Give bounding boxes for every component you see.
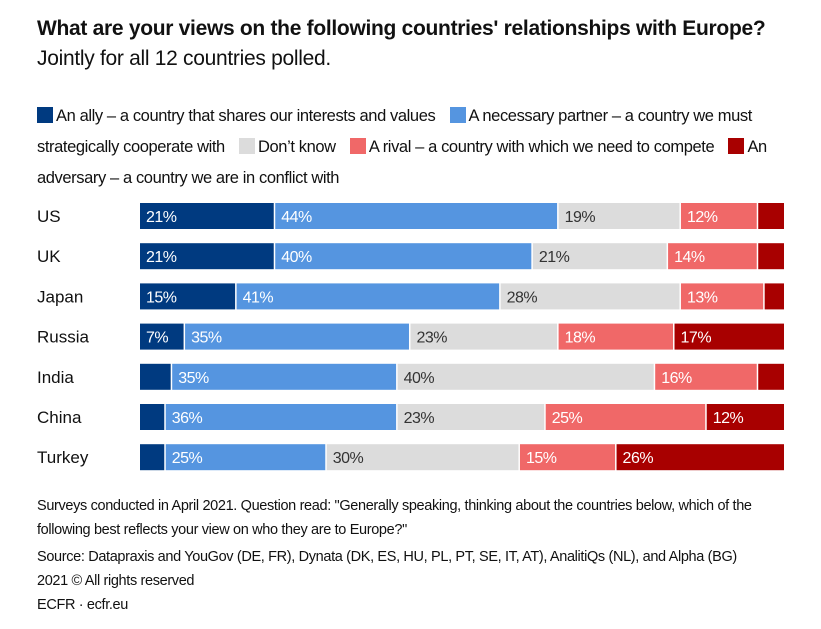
bar-china-partner	[165, 404, 397, 430]
legend-item-rival: A rival – a country with which we need t…	[349, 138, 715, 156]
bar-us-dont-know	[558, 203, 680, 229]
data-label-russia-rival: 18%	[565, 330, 596, 347]
bar-china-dont-know	[397, 404, 545, 430]
data-label-uk-rival: 14%	[674, 249, 705, 266]
data-label-japan-ally: 15%	[146, 289, 177, 306]
legend-swatch-dont-know	[239, 138, 256, 154]
legend-swatch-adversary	[728, 138, 745, 154]
data-label-india-dont-know: 40%	[404, 370, 435, 387]
bar-japan-adversary	[764, 283, 784, 310]
bar-china-adversary	[706, 404, 784, 430]
bar-us-rival	[680, 203, 757, 229]
bar-india-ally	[140, 363, 171, 390]
category-label-russia: Russia	[37, 328, 90, 347]
data-label-china-adversary: 12%	[713, 410, 744, 427]
data-label-us-dont-know: 19%	[565, 209, 596, 226]
data-label-turkey-adversary: 26%	[623, 450, 654, 467]
bar-turkey-partner	[165, 444, 326, 471]
category-label-us: US	[37, 207, 61, 226]
bar-turkey-dont-know	[326, 444, 519, 471]
bar-india-rival	[655, 363, 757, 390]
bar-russia-ally	[140, 323, 184, 350]
bar-us-adversary	[758, 203, 784, 229]
legend-label-rival: A rival – a country with which we need t…	[368, 138, 715, 156]
legend: An ally – a country that shares our inte…	[37, 101, 797, 194]
footer: Surveys conducted in April 2021. Questio…	[37, 494, 807, 617]
bar-russia-partner	[185, 323, 409, 350]
legend-swatch-partner	[449, 107, 466, 123]
bar-india-partner	[172, 363, 397, 390]
data-label-japan-partner: 41%	[243, 289, 274, 306]
copyright: 2021 © All rights reserved	[37, 573, 195, 589]
bar-japan-dont-know	[500, 283, 680, 310]
bar-china-ally	[140, 404, 165, 430]
category-label-uk: UK	[37, 247, 61, 266]
bar-turkey-adversary	[616, 444, 784, 471]
data-label-turkey-partner: 25%	[172, 450, 203, 467]
data-label-uk-partner: 40%	[281, 249, 312, 266]
data-label-japan-rival: 13%	[687, 289, 718, 306]
bar-russia-adversary	[674, 323, 784, 350]
data-label-india-rival: 16%	[661, 370, 692, 387]
data-label-us-partner: 44%	[281, 209, 312, 226]
legend-item-ally: An ally – a country that shares our inte…	[37, 107, 436, 125]
data-label-us-rival: 12%	[687, 209, 718, 226]
legend-swatch-rival	[349, 138, 366, 154]
data-label-russia-adversary: 17%	[681, 330, 712, 347]
category-label-japan: Japan	[37, 287, 83, 306]
data-label-us-ally: 21%	[146, 209, 177, 226]
bar-russia-dont-know	[410, 323, 558, 350]
legend-item-adversary: An adversary – a country we are in confl…	[37, 138, 767, 187]
category-label-india: India	[37, 368, 74, 387]
survey-note: Surveys conducted in April 2021. Questio…	[37, 498, 752, 538]
data-label-uk-ally: 21%	[146, 249, 177, 266]
bar-turkey-ally	[140, 444, 165, 471]
bar-uk-dont-know	[532, 243, 667, 270]
legend-item-partner: A necessary partner – a country we must …	[37, 107, 752, 156]
bar-japan-ally	[140, 283, 236, 310]
bar-us-ally	[140, 203, 274, 229]
data-label-russia-dont-know: 23%	[416, 330, 447, 347]
bar-japan-partner	[236, 283, 500, 310]
legend-label-partner: A necessary partner – a country we must …	[37, 107, 752, 156]
data-label-japan-dont-know: 28%	[507, 289, 538, 306]
data-label-uk-dont-know: 21%	[539, 249, 570, 266]
bar-uk-rival	[668, 243, 757, 270]
data-label-turkey-dont-know: 30%	[333, 450, 364, 467]
legend-label-ally: An ally – a country that shares our inte…	[56, 107, 436, 125]
legend-swatch-ally	[37, 107, 53, 123]
title-subtitle: Jointly for all 12 countries polled.	[37, 47, 331, 70]
data-label-china-dont-know: 23%	[404, 410, 435, 427]
legend-label-dont-know: Don’t know	[258, 138, 336, 156]
legend-label-adversary: An adversary – a country we are in confl…	[37, 138, 767, 187]
bar-uk-partner	[275, 243, 532, 270]
bar-russia-rival	[558, 323, 674, 350]
source-note: Source: Datapraxis and YouGov (DE, FR), …	[37, 549, 737, 565]
bar-china-rival	[545, 404, 706, 430]
bar-turkey-rival	[519, 444, 616, 471]
data-label-turkey-rival: 15%	[526, 450, 557, 467]
bar-uk-ally	[140, 243, 274, 270]
title-question: What are your views on the following cou…	[37, 17, 766, 40]
data-label-russia-partner: 35%	[191, 330, 222, 347]
bar-india-dont-know	[397, 363, 654, 390]
chart-title: What are your views on the following cou…	[37, 14, 797, 74]
data-label-china-partner: 36%	[172, 410, 203, 427]
category-label-china: China	[37, 408, 82, 427]
bar-india-adversary	[758, 363, 784, 390]
bar-uk-adversary	[758, 243, 784, 270]
bar-japan-rival	[680, 283, 764, 310]
legend-item-dont-know: Don’t know	[239, 138, 336, 156]
category-label-turkey: Turkey	[37, 448, 89, 467]
data-label-china-rival: 25%	[552, 410, 583, 427]
data-label-russia-ally: 7%	[146, 330, 168, 347]
credit: ECFR · ecfr.eu	[37, 597, 128, 613]
bar-us-partner	[275, 203, 558, 229]
data-label-india-partner: 35%	[178, 370, 209, 387]
